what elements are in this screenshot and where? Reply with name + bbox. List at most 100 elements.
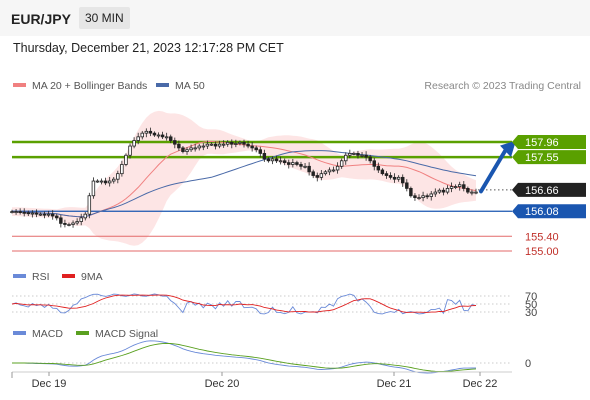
candle-body: [221, 143, 226, 146]
level-label-156.08: 156.08: [525, 206, 559, 218]
candle-body: [14, 211, 18, 213]
candle-body: [197, 145, 201, 149]
candle-body: [433, 191, 438, 195]
candle: [144, 128, 149, 138]
candle: [409, 186, 413, 198]
candle-body: [144, 130, 149, 134]
forecast-arrow: [479, 140, 516, 194]
candle-body: [152, 132, 157, 136]
candle: [282, 158, 287, 166]
rsi-tick-50: 50: [525, 299, 537, 311]
candle: [327, 167, 332, 176]
candle-body: [327, 169, 332, 173]
legend-ma20: MA 20 + Bollinger Bands: [13, 80, 147, 92]
candle: [401, 174, 405, 187]
candle: [95, 179, 100, 183]
level-tag-157.55: [512, 150, 586, 165]
candle: [335, 162, 340, 174]
candle-body: [323, 171, 328, 175]
candle-body: [449, 186, 454, 189]
macd-signal-swatch-icon: [76, 331, 89, 336]
candle: [63, 219, 67, 228]
candle: [132, 137, 136, 149]
legend-ma50-label: MA 50: [175, 80, 205, 92]
candle: [437, 188, 442, 194]
candle: [177, 140, 181, 151]
candle-body: [258, 149, 263, 154]
candle: [372, 157, 376, 171]
candle-body: [339, 160, 344, 167]
candle-body: [360, 154, 364, 157]
level-tag-156.66: [512, 182, 586, 197]
candle-body: [401, 176, 405, 184]
9ma-swatch-icon: [62, 274, 75, 279]
candle-body: [205, 143, 210, 147]
candle-body: [262, 153, 267, 160]
candle: [266, 157, 271, 163]
candle: [201, 143, 206, 151]
candle-body: [445, 187, 450, 193]
candle-body: [225, 141, 230, 145]
currency-pair[interactable]: EUR/JPY: [11, 11, 71, 27]
candle-body: [124, 154, 128, 165]
candle: [91, 177, 96, 199]
candle-body: [344, 154, 348, 162]
legend-rsi-label: RSI: [32, 271, 50, 283]
candle-body: [132, 140, 136, 147]
candle: [38, 212, 43, 217]
candle: [234, 139, 238, 148]
ma50-swatch-icon: [156, 83, 169, 88]
x-label-0: Dec 19: [32, 378, 67, 390]
candle: [209, 142, 214, 147]
timeframe-button[interactable]: 30 MIN: [79, 7, 130, 29]
legend-macd-signal: MACD Signal: [76, 328, 158, 340]
candle-body: [173, 140, 177, 145]
candle-body: [384, 173, 389, 176]
candle-body: [22, 211, 26, 214]
candle: [356, 150, 360, 159]
candle: [376, 162, 381, 173]
candle-body: [169, 136, 173, 141]
candle-body: [380, 169, 385, 175]
candle-body: [103, 180, 108, 184]
candle-body: [372, 160, 376, 167]
candle-body: [34, 212, 39, 215]
candle: [140, 130, 144, 140]
candle: [148, 127, 153, 137]
level-label-155.00: 155.00: [525, 246, 559, 258]
candle-body: [164, 136, 169, 139]
price-levels: [12, 140, 512, 252]
candle: [360, 151, 364, 158]
candle-body: [356, 153, 360, 156]
candle-body: [250, 145, 254, 149]
candle: [230, 139, 234, 149]
candle: [417, 194, 421, 200]
candle-body: [63, 222, 67, 225]
candle: [339, 158, 344, 169]
candle: [421, 191, 425, 202]
candle-body: [71, 222, 75, 225]
macd-signal-line: [12, 342, 477, 372]
candle-body: [437, 189, 442, 193]
candle: [173, 137, 177, 149]
candle: [67, 222, 71, 227]
candle: [287, 159, 291, 169]
rsi-tick-30: 30: [525, 307, 537, 319]
candle: [246, 140, 250, 149]
candle: [254, 145, 258, 153]
candle-body: [270, 158, 275, 162]
candle-body: [266, 158, 271, 162]
candle-body: [10, 211, 14, 213]
candle-body: [209, 143, 214, 146]
candle: [193, 143, 197, 152]
macd-tick-0: 0: [525, 358, 531, 370]
candle: [156, 132, 161, 139]
candle-body: [156, 134, 161, 137]
candle-body: [99, 180, 104, 183]
rsi-swatch-icon: [13, 274, 26, 279]
candle-body: [148, 130, 153, 134]
candle-body: [417, 197, 421, 200]
candle-body: [368, 156, 372, 162]
candle-body: [413, 195, 417, 199]
